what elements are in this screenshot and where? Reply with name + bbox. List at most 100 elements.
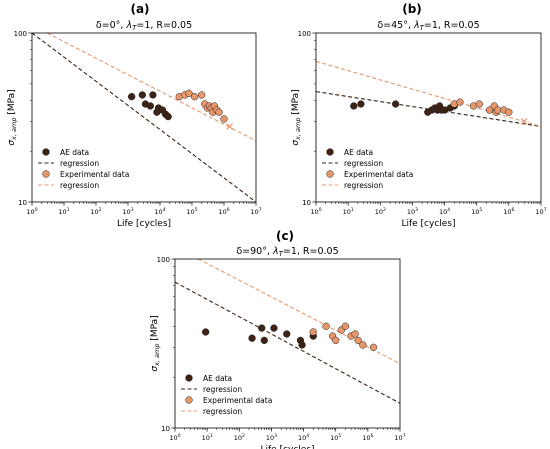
ae-data-point	[391, 100, 400, 108]
chart-panel: (a) δ=0°, λT=1, R=0.05 100 101 102 103 104 105 1…	[7, 2, 262, 229]
experimental-data-point	[456, 98, 464, 106]
regression-line	[316, 60, 541, 127]
legend-item: AE data	[326, 148, 373, 157]
ae-data-point	[138, 91, 146, 99]
plot-data	[175, 259, 400, 404]
ae-data-point	[350, 102, 358, 110]
ae-marker-icon	[326, 148, 334, 156]
legend-label: regression	[344, 181, 383, 190]
legend-item: Experimental data	[326, 170, 413, 179]
ae-data-point	[149, 91, 157, 99]
ae-data-point	[164, 112, 172, 121]
experimental-data-point	[197, 91, 206, 99]
legend-label: regression	[60, 159, 99, 168]
x-tick-label: 106	[218, 207, 229, 216]
legend: AE data regression Experimental data regres…	[322, 148, 413, 190]
legend-label: Experimental data	[344, 170, 413, 179]
ae-data-point	[258, 324, 266, 332]
legend-label: Experimental data	[60, 170, 129, 179]
ae-data-point	[260, 336, 268, 345]
x-tick-label: 100	[169, 433, 180, 442]
experimental-data-point	[505, 108, 513, 116]
ae-data-point	[202, 328, 210, 336]
legend: AE data regression Experimental data regres…	[181, 374, 272, 416]
chart-panel: (b) δ=45°, λT=1, R=0.05 100 101 102 103 104 105…	[291, 2, 547, 229]
x-tick-label: 100	[310, 207, 321, 216]
experimental-data-point	[322, 322, 330, 330]
ae-data-point	[248, 334, 256, 342]
y-tick-label: 10	[18, 199, 27, 207]
x-tick-label: 107	[250, 207, 261, 216]
legend-item: regression	[38, 159, 99, 168]
x-tick-label: 105	[186, 207, 197, 216]
regression-line	[47, 33, 256, 142]
ae-data-point	[146, 102, 155, 110]
panel-label: (c)	[276, 229, 294, 243]
legend-label: regression	[344, 159, 383, 168]
legend-item: regression	[181, 385, 242, 394]
x-tick-label: 107	[394, 433, 405, 442]
experimental-data-point	[332, 336, 340, 345]
legend-label: Experimental data	[203, 396, 272, 405]
y-tick-label: 100	[298, 30, 311, 38]
chart-title: δ=90°, λT=1, R=0.05	[236, 246, 338, 258]
axes-frame	[31, 32, 257, 203]
x-axis-label: Life [cycles]	[401, 219, 455, 229]
chart-panel: (c) δ=90°, λT=1, R=0.05 100 101 102 103 104 105…	[150, 229, 406, 449]
cross-marker	[226, 123, 234, 130]
x-tick-label: 106	[362, 433, 373, 442]
ae-data-point	[270, 324, 278, 332]
experimental-data-point	[215, 108, 223, 116]
x-tick-label: 106	[503, 207, 514, 216]
x-tick-label: 105	[330, 433, 341, 442]
x-tick-label: 101	[202, 433, 213, 442]
experimental-data-point	[341, 322, 350, 330]
plot-data	[32, 33, 256, 202]
experimental-data-point	[190, 93, 199, 101]
experimental-data-point	[309, 328, 317, 336]
x-tick-label: 104	[439, 207, 450, 216]
cross-marker	[520, 117, 528, 125]
experimental-marker-icon	[42, 170, 50, 178]
experimental-data-point	[351, 330, 359, 338]
y-tick-label: 10	[302, 199, 311, 207]
experimental-data-point	[485, 106, 494, 114]
legend-item: AE data	[42, 148, 89, 157]
x-tick-label: 102	[90, 207, 101, 216]
y-tick-label: 10	[161, 425, 170, 433]
legend: AE data regression Experimental data regres…	[38, 148, 129, 190]
x-tick-label: 103	[266, 433, 277, 442]
y-axis-label: σx, amp [MPa]	[150, 315, 161, 371]
legend-label: AE data	[203, 374, 232, 383]
experimental-data-point	[359, 341, 367, 349]
legend-label: regression	[203, 407, 242, 416]
ae-marker-icon	[185, 374, 193, 382]
chart-title: δ=45°, λT=1, R=0.05	[377, 20, 479, 32]
x-tick-label: 100	[26, 207, 37, 216]
legend-item: Experimental data	[42, 170, 129, 179]
experimental-data-point	[494, 106, 502, 114]
ae-marker-icon	[42, 148, 50, 156]
axes-frame	[174, 258, 401, 429]
legend-item: regression	[322, 181, 383, 190]
x-tick-label: 102	[375, 207, 386, 216]
legend-item: regression	[181, 407, 242, 416]
x-tick-label: 103	[407, 207, 418, 216]
ae-data-point	[283, 330, 291, 338]
legend-label: regression	[203, 385, 242, 394]
ae-data-point	[357, 100, 365, 108]
experimental-data-point	[185, 89, 193, 97]
y-tick-label: 100	[157, 256, 170, 264]
x-tick-label: 103	[122, 207, 133, 216]
legend-label: AE data	[344, 148, 373, 157]
experimental-data-point	[475, 100, 483, 108]
x-tick-label: 102	[234, 433, 245, 442]
experimental-marker-icon	[326, 170, 334, 178]
legend-item: regression	[322, 159, 383, 168]
panel-label: (a)	[130, 2, 149, 16]
axes-frame	[315, 32, 542, 203]
x-axis-label: Life [cycles]	[260, 445, 314, 449]
chart-title: δ=0°, λT=1, R=0.05	[96, 20, 192, 32]
legend-item: AE data	[185, 374, 232, 383]
